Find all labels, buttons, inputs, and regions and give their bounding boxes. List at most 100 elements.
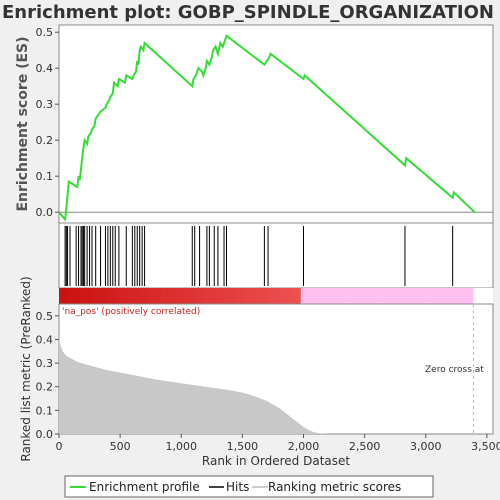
metric-y-tick-label: 0.1 — [36, 404, 54, 417]
metric-panel: 0.0 0.1 0.2 0.3 0.4 0.5 0 500 1,000 1,500 2,000 2,… — [19, 276, 500, 468]
positive-correlated-label: 'na_pos' (positively correlated) — [62, 307, 200, 317]
heat-segment — [418, 288, 426, 304]
heat-segment — [307, 288, 315, 304]
heat-segment — [362, 288, 371, 304]
metric-y-tick-label: 0.4 — [36, 333, 54, 346]
heat-segment — [411, 288, 419, 304]
heat-segment — [141, 288, 150, 304]
heat-segment — [431, 288, 440, 304]
metric-x-tick-label: 0 — [56, 440, 63, 453]
heat-segment — [204, 288, 212, 304]
heat-segment — [452, 288, 460, 304]
legend-box — [64, 475, 434, 498]
heat-segment — [231, 288, 239, 304]
heat-segment — [59, 288, 67, 304]
legend-hits-label: Hits — [226, 480, 249, 494]
enrichment-profile-line — [58, 34, 476, 222]
legend-metric-label: Ranking metric scores — [268, 480, 401, 494]
heat-segment — [197, 288, 205, 304]
heat-segment — [259, 288, 267, 304]
heat-segment — [383, 288, 391, 304]
es-plot-area — [58, 24, 494, 224]
heat-segment — [349, 288, 357, 304]
heat-segment — [266, 288, 274, 304]
es-panel: 0.0 0.1 0.2 0.3 0.4 0.5 Enrichment score (ES) — [15, 24, 494, 224]
es-y-label: Enrichment score (ES) — [15, 36, 31, 211]
metric-y-axis: 0.0 0.1 0.2 0.3 0.4 0.5 — [36, 310, 59, 441]
heat-segment — [190, 288, 198, 304]
heat-segment — [65, 288, 74, 304]
hits-panel — [58, 222, 494, 289]
heat-segment — [252, 288, 260, 304]
hits-area — [58, 222, 494, 289]
metric-x-tick-label: 500 — [110, 440, 131, 453]
heat-segment — [224, 288, 232, 304]
heat-segment — [445, 288, 454, 304]
heat-segment — [176, 288, 184, 304]
heat-segment — [404, 288, 412, 304]
heat-segment — [238, 288, 246, 304]
heat-segment — [107, 288, 115, 304]
metric-x-tick-label: 3,000 — [410, 440, 442, 453]
heat-segment — [86, 288, 94, 304]
heat-segment — [273, 288, 281, 304]
es-y-tick-label: 0.4 — [36, 62, 54, 75]
heat-segment — [300, 288, 308, 304]
heat-segment — [148, 288, 157, 304]
es-y-tick-label: 0.5 — [36, 26, 54, 39]
metric-area — [59, 337, 475, 434]
heat-segment — [369, 288, 378, 304]
es-y-tick-label: 0.3 — [36, 98, 54, 111]
chart-title: Enrichment plot: GOBP_SPINDLE_ORGANIZATI… — [2, 2, 494, 23]
heat-segment — [93, 288, 101, 304]
metric-y-tick-label: 0.0 — [36, 428, 54, 441]
heat-segment — [245, 288, 253, 304]
metric-x-tick-label: 2,000 — [288, 440, 320, 453]
heat-segment — [376, 288, 384, 304]
metric-x-label: Rank in Ordered Dataset — [202, 454, 350, 468]
heat-segment — [100, 288, 108, 304]
metric-y-tick-label: 0.5 — [36, 310, 54, 323]
metric-y-tick-label: 0.3 — [36, 357, 54, 370]
es-y-tick-label: 0.2 — [36, 134, 54, 147]
heat-segment — [210, 288, 219, 304]
heat-segment — [121, 288, 129, 304]
legend: Enrichment profile Hits Ranking metric s… — [64, 475, 434, 498]
heat-segment — [183, 288, 191, 304]
metric-x-tick-label: 1,500 — [227, 440, 259, 453]
heat-segment — [155, 288, 163, 304]
metric-x-tick-label: 2,500 — [349, 440, 381, 453]
heat-segment — [128, 288, 136, 304]
heat-segment — [134, 288, 143, 304]
heat-segment — [79, 288, 87, 304]
heat-segment — [397, 288, 405, 304]
rank-heatmap-bar — [59, 288, 493, 304]
heat-segment — [390, 288, 398, 304]
heat-segment — [466, 288, 474, 304]
metric-y-tick-label: 0.2 — [36, 381, 54, 394]
heat-segment — [335, 288, 343, 304]
heat-tail — [473, 288, 493, 304]
heat-segment — [72, 288, 81, 304]
heat-segment — [321, 288, 329, 304]
heat-segment — [114, 288, 122, 304]
heat-segment — [280, 288, 288, 304]
heat-segment — [217, 288, 226, 304]
es-y-axis: 0.0 0.1 0.2 0.3 0.4 0.5 — [36, 26, 59, 219]
zero-cross-label: Zero cross at — [425, 365, 484, 375]
metric-y-label: Ranked list metric (PreRanked) — [19, 276, 33, 461]
heat-segment — [314, 288, 322, 304]
metric-x-axis: 0 500 1,000 1,500 2,000 2,500 3,000 3,500 — [56, 434, 500, 453]
heat-segment — [162, 288, 170, 304]
es-y-tick-label: 0.0 — [36, 206, 54, 219]
heat-segment — [342, 288, 350, 304]
heat-segment — [169, 288, 177, 304]
es-y-tick-label: 0.1 — [36, 170, 54, 183]
heat-segment — [459, 288, 467, 304]
hit-lines — [64, 226, 454, 286]
metric-x-tick-label: 1,000 — [166, 440, 198, 453]
heat-segment — [328, 288, 336, 304]
heat-segment — [438, 288, 447, 304]
metric-x-tick-label: 3,500 — [471, 440, 500, 453]
